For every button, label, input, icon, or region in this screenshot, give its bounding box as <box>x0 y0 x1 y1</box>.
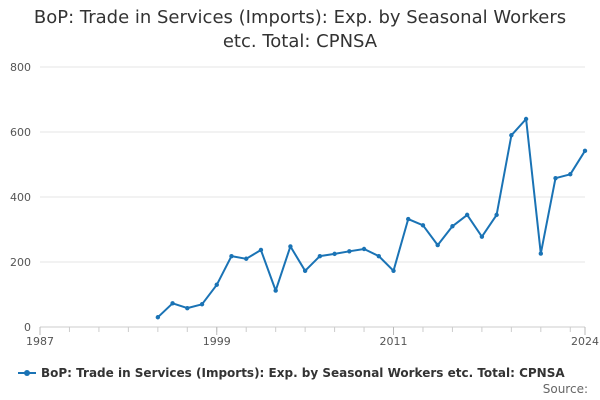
data-point <box>435 242 440 248</box>
chart-legend[interactable]: BoP: Trade in Services (Imports): Exp. b… <box>18 365 565 381</box>
data-point <box>450 224 455 229</box>
chart-title-line-2: etc. Total: CPNSA <box>222 31 378 52</box>
x-tick-label: 2024 <box>571 335 599 348</box>
data-point <box>258 247 264 253</box>
data-point <box>244 256 249 261</box>
y-tick-label: 800 <box>10 61 31 74</box>
data-point <box>568 172 573 177</box>
x-tick-label: 2011 <box>380 335 408 348</box>
data-point <box>523 116 529 122</box>
data-point <box>199 302 205 307</box>
data-point <box>317 253 323 259</box>
series-line <box>156 118 586 319</box>
data-point <box>376 253 381 259</box>
x-tick-label: 1987 <box>26 335 54 348</box>
data-point <box>347 249 352 254</box>
y-tick-label: 400 <box>10 191 31 204</box>
chart-title-line-1: BoP: Trade in Services (Imports): Exp. b… <box>33 7 567 28</box>
data-point <box>464 212 470 218</box>
data-point <box>494 212 499 218</box>
data-point <box>538 251 544 256</box>
data-point <box>185 305 190 311</box>
y-tick-label: 200 <box>10 256 31 269</box>
data-point <box>361 246 367 252</box>
legend-label: BoP: Trade in Services (Imports): Exp. b… <box>41 366 565 380</box>
data-point <box>302 268 308 273</box>
x-tick-label: 1999 <box>203 335 231 348</box>
data-point <box>273 288 278 293</box>
y-tick-label: 0 <box>24 321 31 334</box>
data-point <box>229 253 234 259</box>
data-point <box>509 133 514 138</box>
chart-title: BoP: Trade in Services (Imports): Exp. b… <box>0 6 600 54</box>
data-point <box>582 148 588 154</box>
data-point <box>170 301 175 306</box>
data-point <box>332 251 337 257</box>
data-point <box>288 244 293 249</box>
y-tick-label: 600 <box>10 126 31 139</box>
legend-swatch <box>18 370 36 376</box>
data-point <box>479 234 485 239</box>
data-point <box>391 268 396 273</box>
source-label: Source: <box>542 382 588 396</box>
data-point <box>553 175 558 181</box>
data-point <box>155 315 161 320</box>
data-point <box>420 223 426 228</box>
data-point <box>406 216 411 222</box>
data-point <box>214 282 219 287</box>
